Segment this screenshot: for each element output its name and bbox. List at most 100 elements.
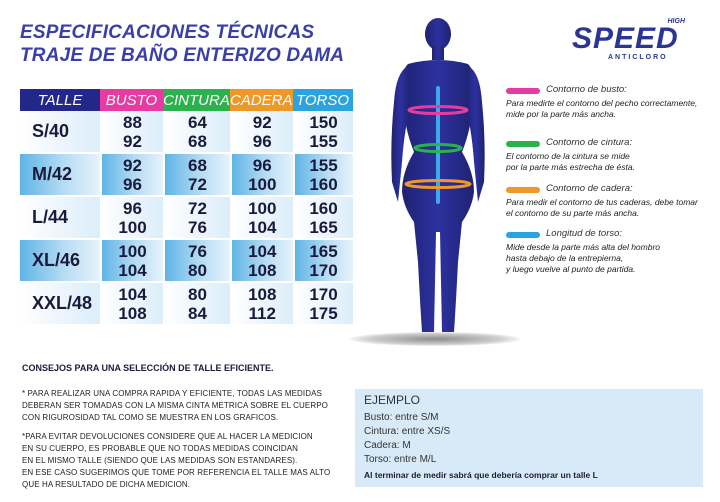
cintura-max: 76 <box>188 217 207 237</box>
cintura-cell: 64 68 <box>163 111 230 152</box>
floor-shadow <box>350 332 520 346</box>
header-cintura: CINTURA <box>163 89 230 111</box>
example-box: EJEMPLO Busto: entre S/M Cintura: entre … <box>355 389 703 487</box>
legend-cintura-desc: El contorno de la cintura se mide por la … <box>506 151 720 173</box>
torso-color-bar <box>506 232 540 238</box>
torso-max: 160 <box>309 174 338 194</box>
cintura-min: 72 <box>188 198 207 218</box>
busto-cell: 96 100 <box>100 195 163 238</box>
busto-min: 104 <box>118 284 147 304</box>
size-label: XL/46 <box>20 238 100 281</box>
torso-max: 165 <box>309 217 338 237</box>
tip-line: *PARA EVITAR DEVOLUCIONES CONSIDERE QUE … <box>22 432 313 441</box>
torso-min: 165 <box>309 241 338 261</box>
cintura-min: 76 <box>188 241 207 261</box>
speed-logo: SPEED HIGH ANTICLORO <box>572 18 697 66</box>
legend-cadera-title: Contorno de cadera: <box>546 183 633 194</box>
tip-line: EN EL MISMO TALLE (SIENDO QUE LAS MEDIDA… <box>22 456 298 465</box>
legend-line: El contorno de la cintura se mide <box>506 151 630 161</box>
cintura-max: 84 <box>188 303 207 323</box>
cintura-cell: 72 76 <box>163 195 230 238</box>
torso-min: 160 <box>309 198 338 218</box>
tip-line: DEBERAN SER TOMADAS CON LA MISMA CINTA M… <box>22 401 328 410</box>
busto-max: 108 <box>118 303 147 323</box>
cintura-max: 68 <box>188 131 207 151</box>
example-line: Cadera: M <box>364 440 411 451</box>
example-line: Cintura: entre XS/S <box>364 426 451 437</box>
torso-min: 170 <box>309 284 338 304</box>
busto-min: 96 <box>123 198 142 218</box>
header-busto: BUSTO <box>100 89 163 111</box>
legend-line: Para medirte el contorno del pecho corre… <box>506 98 698 108</box>
cadera-max: 112 <box>248 303 276 323</box>
logo-tagline: ANTICLORO <box>608 54 668 61</box>
logo-brand: SPEED <box>572 22 679 55</box>
legend-torso-title: Longitud de torso: <box>546 228 623 239</box>
cintura-max: 72 <box>188 174 207 194</box>
table-row: S/40 88 92 64 68 92 96 150 155 <box>20 111 353 152</box>
cadera-max: 100 <box>248 174 277 194</box>
cadera-color-bar <box>506 187 540 193</box>
legend-line: hasta debajo de la entrepierna, <box>506 253 624 263</box>
cadera-cell: 100 104 <box>230 195 293 238</box>
legend-torso-desc: Mide desde la parte más alta del hombro h… <box>506 242 720 275</box>
busto-cell: 100 104 <box>100 238 163 281</box>
header-talle: TALLE <box>20 89 100 111</box>
legend-cadera-desc: Para medir el contorno de tus caderas, d… <box>506 197 720 219</box>
cadera-max: 96 <box>252 131 272 151</box>
tip-line: EN ESE CASO SUGERIMOS QUE TOME POR REFER… <box>22 468 331 477</box>
header-torso: TORSO <box>292 89 353 111</box>
cadera-min: 104 <box>248 241 277 261</box>
waist-line <box>413 143 463 153</box>
cadera-min: 108 <box>248 284 277 304</box>
torso-cell: 155 160 <box>292 152 353 195</box>
title-line-1: ESPECIFICACIONES TÉCNICAS <box>20 22 315 43</box>
example-line: Busto: entre S/M <box>364 412 439 423</box>
busto-cell: 88 92 <box>100 111 163 152</box>
cintura-cell: 68 72 <box>163 152 230 195</box>
logo-superscript: HIGH <box>667 18 686 25</box>
busto-max: 92 <box>123 131 142 151</box>
torso-max: 155 <box>309 131 338 151</box>
cadera-cell: 104 108 <box>230 238 293 281</box>
busto-color-bar <box>506 88 540 94</box>
busto-max: 104 <box>118 260 147 280</box>
cadera-min: 92 <box>252 112 272 132</box>
torso-cell: 160 165 <box>292 195 353 238</box>
tip-line: EN SU CUERPO, ES PROBABLE QUE NO TODAS M… <box>22 444 299 453</box>
busto-min: 100 <box>118 241 147 261</box>
cadera-min: 100 <box>248 198 277 218</box>
tip-paragraph-1: * PARA REALIZAR UNA COMPRA RAPIDA Y EFIC… <box>22 388 342 424</box>
size-table: TALLE BUSTO CINTURA CADERA TORSO S/40 88… <box>20 89 353 324</box>
size-label: M/42 <box>20 152 100 195</box>
legend-line: Mide desde la parte más alta del hombro <box>506 242 661 252</box>
table-row: XXL/48 104 108 80 84 108 112 170 175 <box>20 281 353 324</box>
cintura-max: 80 <box>188 260 207 280</box>
busto-min: 92 <box>123 155 142 175</box>
tip-line: QUE HA RESULTADO DE DICHA MEDICION. <box>22 480 191 489</box>
torso-cell: 150 155 <box>292 111 353 152</box>
tips-title: CONSEJOS PARA UNA SELECCIÓN DE TALLE EFI… <box>22 363 274 373</box>
busto-cell: 92 96 <box>100 152 163 195</box>
hip-line <box>404 179 472 189</box>
cintura-min: 68 <box>188 155 207 175</box>
legend-line: Para medir el contorno de tus caderas, d… <box>506 197 698 207</box>
size-label: XXL/48 <box>20 281 100 324</box>
busto-max: 96 <box>123 174 142 194</box>
table-row: XL/46 100 104 76 80 104 108 165 170 <box>20 238 353 281</box>
busto-min: 88 <box>123 112 142 132</box>
legend-line: y luego vuelve al punto de partida. <box>506 264 636 274</box>
example-line: Torso: entre M/L <box>364 454 437 465</box>
example-footer: Al terminar de medir sabrá que debería c… <box>364 470 598 480</box>
torso-cell: 165 170 <box>292 238 353 281</box>
legend-cintura-title: Contorno de cintura: <box>546 137 633 148</box>
example-title: EJEMPLO <box>364 393 421 407</box>
table-row: M/42 92 96 68 72 96 100 155 160 <box>20 152 353 195</box>
cadera-cell: 96 100 <box>230 152 293 195</box>
torso-max: 170 <box>309 260 338 280</box>
legend-line: el contorno de su parte más ancha. <box>506 208 640 218</box>
cadera-max: 104 <box>248 217 277 237</box>
cintura-color-bar <box>506 141 540 147</box>
legend-busto-title: Contorno de busto: <box>546 84 627 95</box>
cadera-min: 96 <box>252 155 272 175</box>
